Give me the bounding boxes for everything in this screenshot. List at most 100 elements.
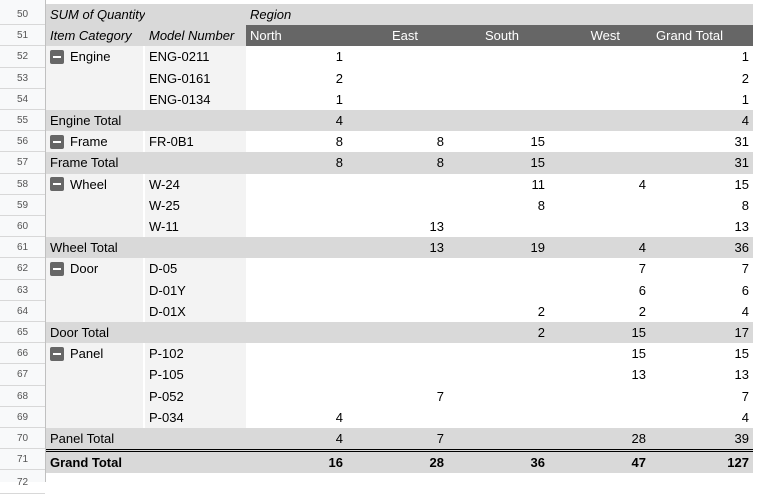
- collapse-icon[interactable]: [50, 346, 64, 361]
- row-number[interactable]: 72: [0, 472, 45, 494]
- value-cell[interactable]: [448, 407, 549, 428]
- value-cell[interactable]: 4: [335, 409, 343, 425]
- subtotal-value[interactable]: 17: [734, 325, 749, 341]
- subtotal-value[interactable]: 31: [734, 155, 749, 171]
- value-cell[interactable]: 7: [741, 388, 749, 404]
- category-cell[interactable]: Panel: [46, 343, 145, 365]
- value-cell[interactable]: [448, 216, 549, 237]
- row-number[interactable]: 53: [0, 68, 45, 89]
- column-header-east[interactable]: East: [347, 25, 448, 47]
- value-cell[interactable]: [246, 343, 347, 364]
- value-cell[interactable]: 7: [741, 261, 749, 277]
- category-cell[interactable]: Door: [46, 258, 145, 280]
- value-cell[interactable]: [347, 68, 448, 89]
- value-cell[interactable]: 4: [741, 409, 749, 425]
- value-cell[interactable]: 8: [335, 134, 343, 150]
- row-number[interactable]: 63: [0, 280, 45, 301]
- grand-total-label[interactable]: Grand Total: [50, 455, 122, 471]
- grand-total-value[interactable]: 36: [530, 455, 545, 471]
- model-number[interactable]: D-05: [145, 258, 246, 280]
- value-cell[interactable]: [246, 301, 347, 322]
- row-number[interactable]: 54: [0, 89, 45, 110]
- value-cell[interactable]: [549, 46, 650, 67]
- row-number[interactable]: 60: [0, 216, 45, 238]
- value-cell[interactable]: [448, 89, 549, 110]
- category-cell[interactable]: [46, 364, 145, 386]
- subtotal-value[interactable]: 28: [631, 431, 646, 447]
- subtotal-value[interactable]: 4: [335, 113, 343, 129]
- subtotal-value[interactable]: [246, 322, 347, 343]
- cell[interactable]: [145, 110, 246, 131]
- category-cell[interactable]: Wheel: [46, 173, 145, 195]
- cell[interactable]: [448, 4, 549, 25]
- value-cell[interactable]: [549, 216, 650, 237]
- value-cell[interactable]: [347, 343, 448, 364]
- category-cell[interactable]: [46, 385, 145, 407]
- row-number[interactable]: 68: [0, 386, 45, 407]
- value-cell[interactable]: 8: [436, 134, 444, 150]
- category-cell[interactable]: Frame: [46, 131, 145, 153]
- value-cell[interactable]: 31: [734, 134, 749, 150]
- value-cell[interactable]: [448, 280, 549, 301]
- model-number[interactable]: W-25: [145, 194, 246, 216]
- value-cell[interactable]: [246, 386, 347, 407]
- value-cell[interactable]: [347, 195, 448, 216]
- row-number[interactable]: 57: [0, 152, 45, 174]
- subtotal-value[interactable]: [549, 110, 650, 131]
- value-cell[interactable]: 15: [530, 134, 545, 150]
- collapse-icon[interactable]: [50, 177, 64, 192]
- subtotal-value[interactable]: 19: [530, 240, 545, 256]
- column-header-west[interactable]: West: [549, 25, 650, 47]
- value-cell[interactable]: 1: [335, 91, 343, 107]
- subtotal-value[interactable]: 7: [436, 431, 444, 447]
- subtotal-value[interactable]: [549, 152, 650, 173]
- subtotal-label[interactable]: Door Total: [50, 325, 110, 341]
- grand-total-value[interactable]: 127: [727, 455, 749, 471]
- category-cell[interactable]: [46, 279, 145, 301]
- value-cell[interactable]: [246, 216, 347, 237]
- row-number[interactable]: 61: [0, 237, 45, 259]
- model-number[interactable]: P-105: [145, 364, 246, 386]
- row-number[interactable]: 69: [0, 407, 45, 428]
- value-cell[interactable]: 4: [741, 303, 749, 319]
- category-cell[interactable]: Engine: [46, 46, 145, 68]
- model-number[interactable]: P-052: [145, 385, 246, 407]
- row-number[interactable]: 52: [0, 46, 45, 68]
- subtotal-value[interactable]: 8: [436, 155, 444, 171]
- subtotal-value[interactable]: 8: [335, 155, 343, 171]
- grand-total-value[interactable]: 28: [429, 455, 444, 471]
- cell[interactable]: [145, 237, 246, 258]
- category-cell[interactable]: [46, 88, 145, 110]
- subtotal-value[interactable]: 15: [631, 325, 646, 341]
- cell[interactable]: [347, 4, 448, 25]
- model-number[interactable]: D-01X: [145, 300, 246, 322]
- model-number[interactable]: ENG-0161: [145, 67, 246, 89]
- value-cell[interactable]: 8: [537, 197, 545, 213]
- value-cell[interactable]: [448, 343, 549, 364]
- value-cell[interactable]: [549, 386, 650, 407]
- subtotal-label[interactable]: Wheel Total: [50, 240, 118, 256]
- row-number[interactable]: 55: [0, 110, 45, 132]
- model-number[interactable]: ENG-0134: [145, 88, 246, 110]
- row-number[interactable]: 65: [0, 322, 45, 344]
- subtotal-value[interactable]: [448, 110, 549, 131]
- value-cell[interactable]: 15: [631, 346, 646, 362]
- value-cell[interactable]: 6: [638, 282, 646, 298]
- subtotal-value[interactable]: [246, 237, 347, 258]
- cell[interactable]: [145, 452, 246, 473]
- value-cell[interactable]: [448, 386, 549, 407]
- value-cell[interactable]: 7: [436, 388, 444, 404]
- model-number[interactable]: ENG-0211: [145, 46, 246, 68]
- value-cell[interactable]: [347, 407, 448, 428]
- row-number[interactable]: 58: [0, 174, 45, 195]
- row-number[interactable]: 70: [0, 428, 45, 450]
- subtotal-value[interactable]: 4: [741, 113, 749, 129]
- category-cell[interactable]: [46, 194, 145, 216]
- value-cell[interactable]: [246, 364, 347, 385]
- subtotal-value[interactable]: 4: [638, 240, 646, 256]
- value-cell[interactable]: [549, 407, 650, 428]
- value-cell[interactable]: [347, 301, 448, 322]
- column-field-label[interactable]: Region: [250, 7, 292, 23]
- column-header-north[interactable]: North: [246, 25, 347, 47]
- subtotal-label[interactable]: Engine Total: [50, 113, 122, 129]
